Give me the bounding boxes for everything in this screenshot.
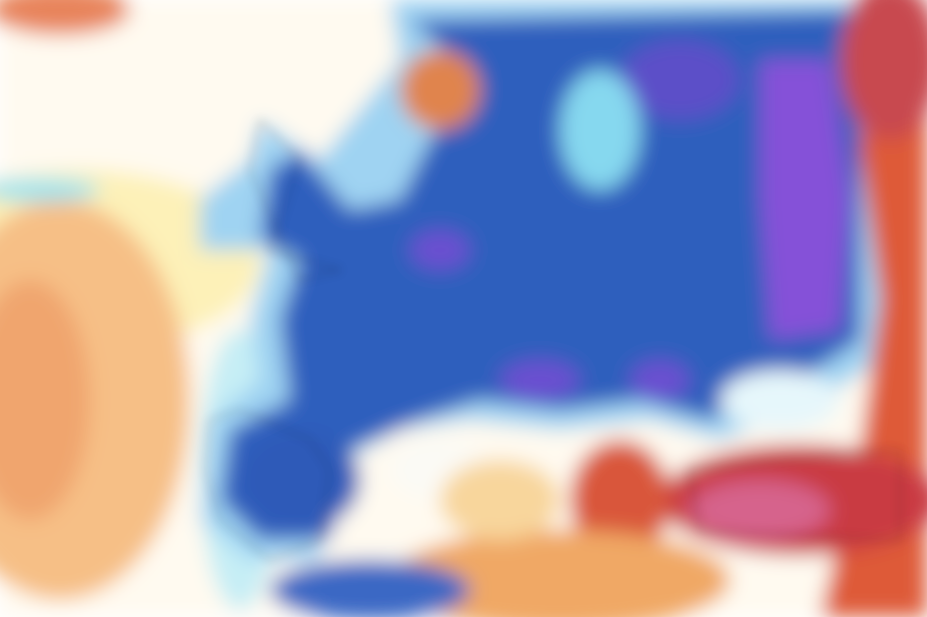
- italy-warm: [440, 460, 560, 540]
- britain-outline: [249, 118, 342, 281]
- warm-core: [0, 280, 90, 520]
- balkan-warm: [570, 440, 670, 560]
- warm-east-core: [840, 0, 927, 140]
- black-sea: [720, 370, 840, 430]
- cold-mass: [220, 10, 860, 540]
- cold-core: [760, 60, 850, 340]
- turkey-core: [690, 480, 830, 540]
- coastlines: [204, 118, 901, 561]
- cold-patch: [630, 360, 690, 400]
- turkey-outline: [689, 449, 901, 541]
- norway-warm: [400, 50, 480, 130]
- iberia-outline: [204, 409, 331, 561]
- cold-patch: [620, 40, 740, 120]
- africa-cold: [270, 560, 470, 617]
- iceland-warm: [0, 0, 130, 35]
- africa-warm: [390, 530, 730, 617]
- cool-streak: [0, 178, 100, 202]
- cold-patch: [500, 360, 580, 400]
- iberia-cold: [240, 430, 360, 530]
- cold-patch: [410, 230, 470, 270]
- baltic-cool: [560, 70, 640, 190]
